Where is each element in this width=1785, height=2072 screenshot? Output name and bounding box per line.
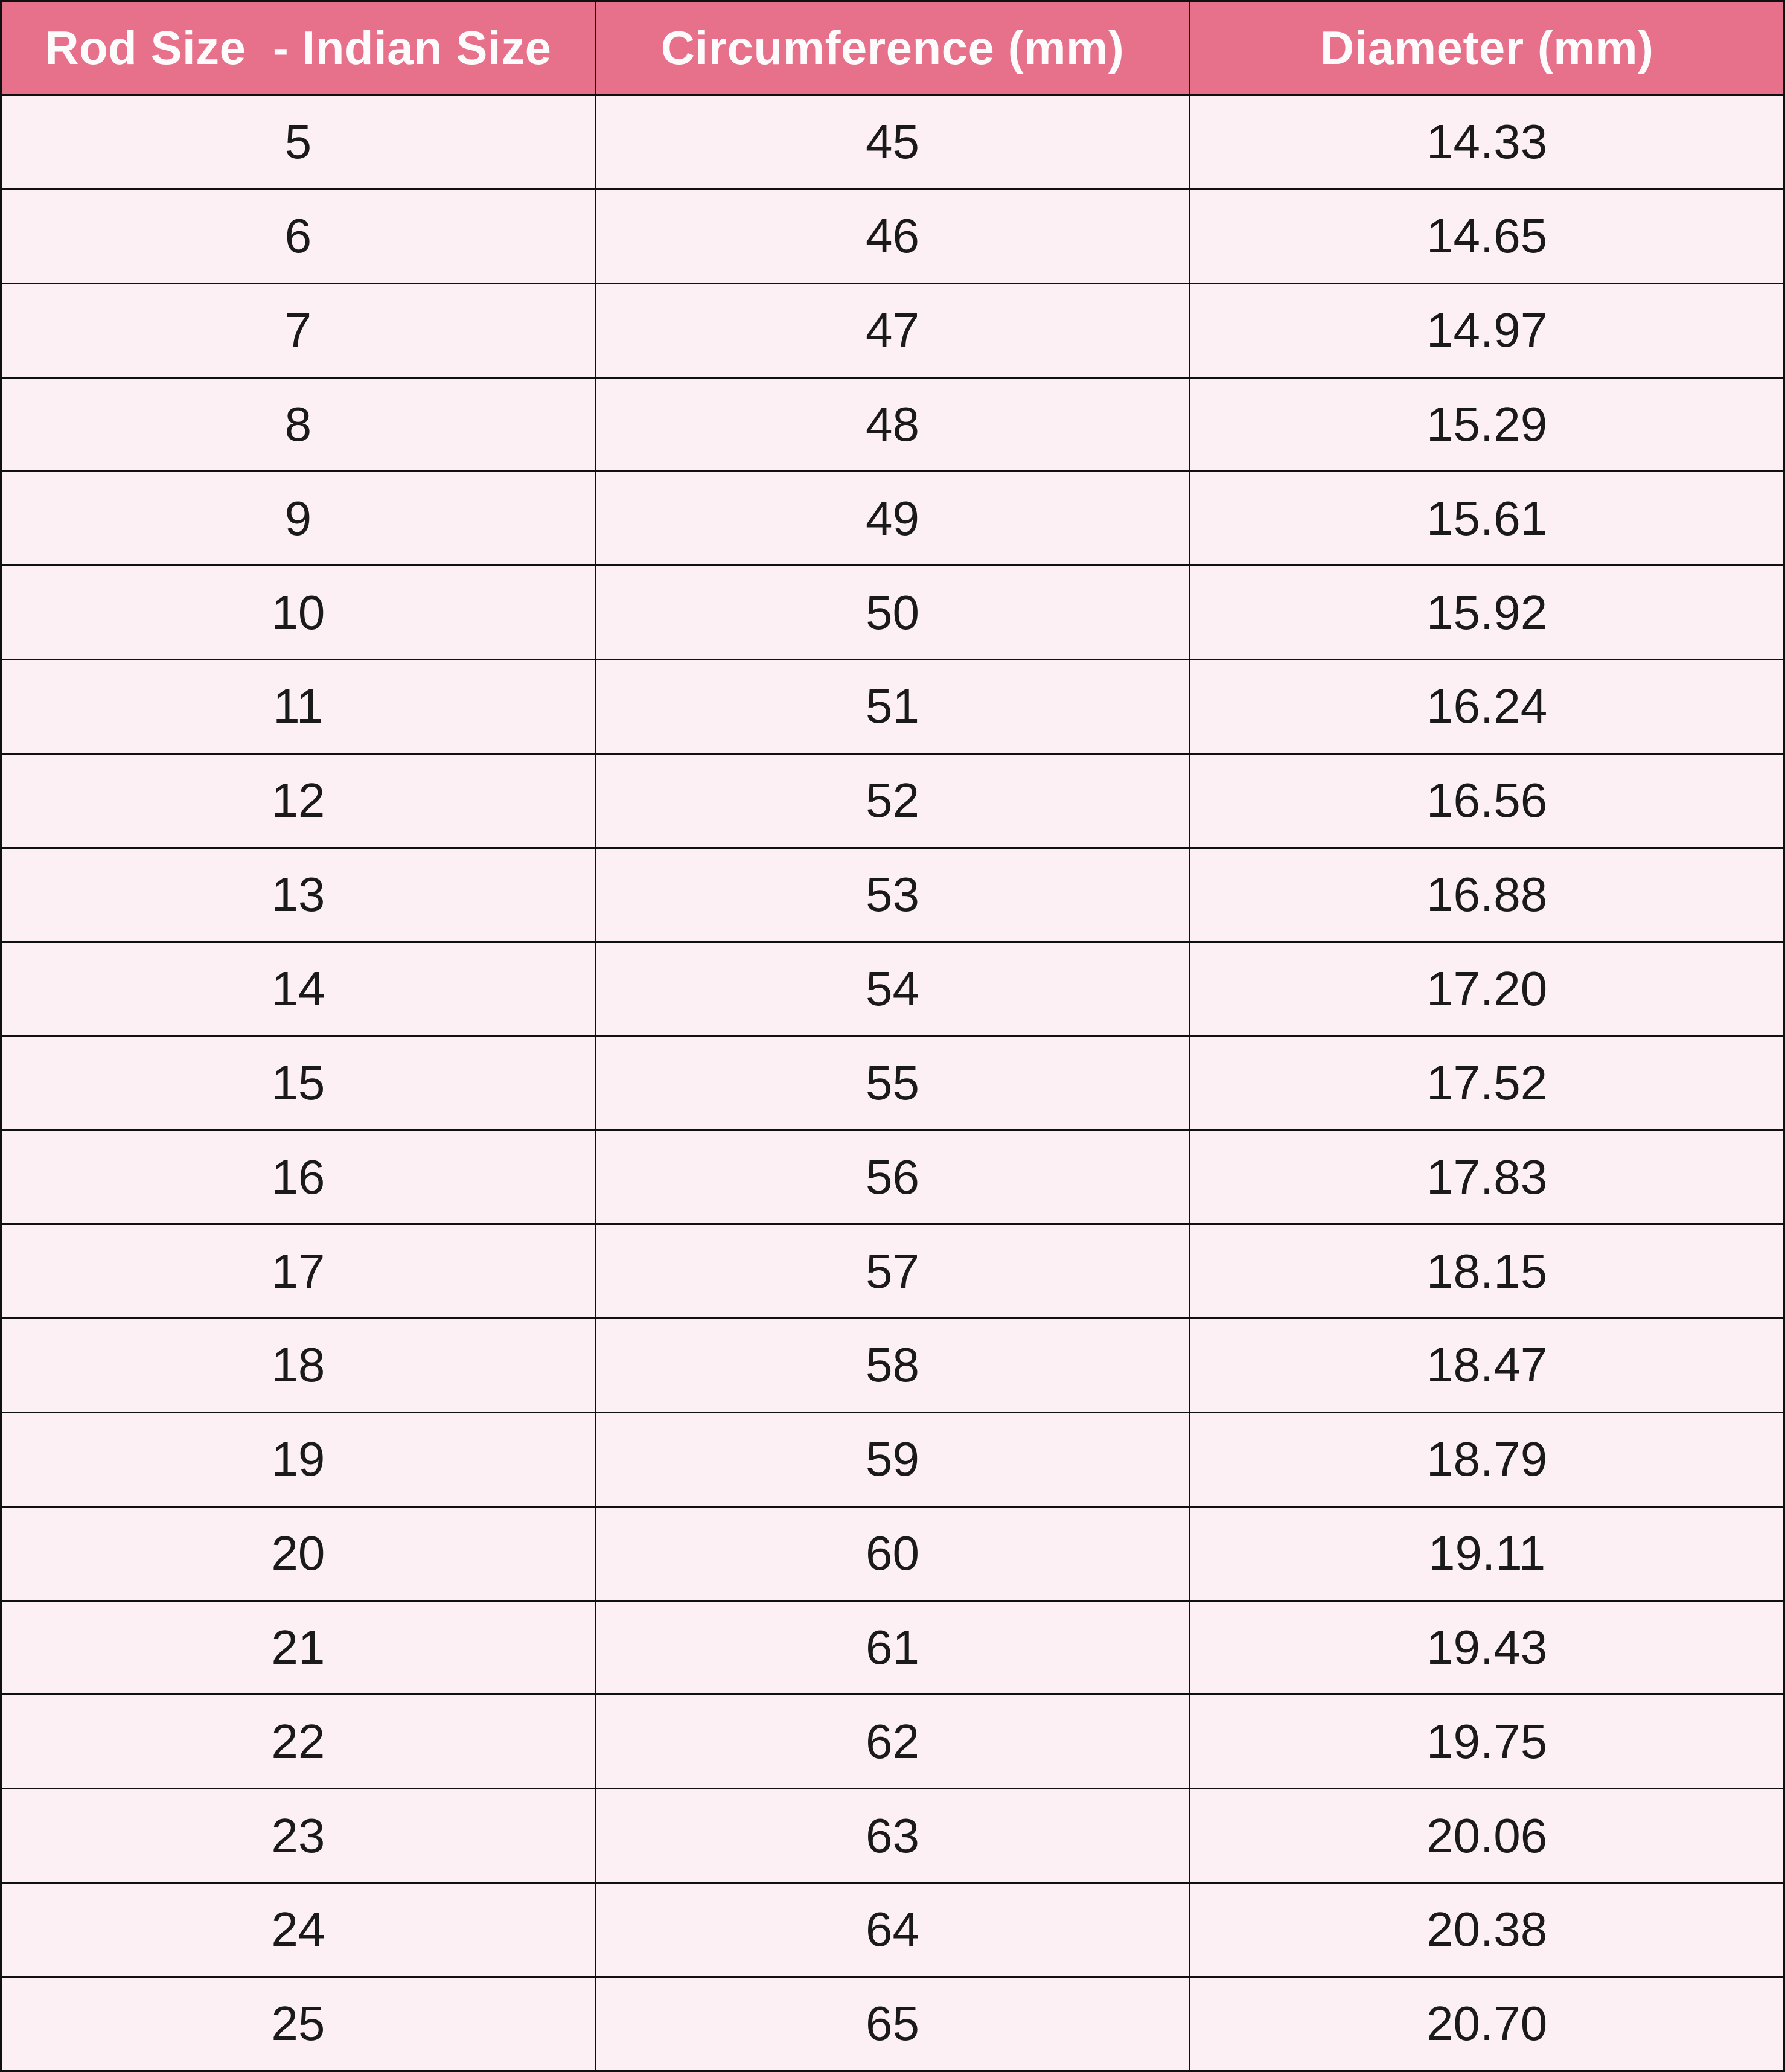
rod-size-cell: 7	[0, 282, 596, 379]
circumference-cell: 65	[594, 1975, 1191, 2072]
circumference-cell: 48	[594, 376, 1191, 473]
diameter-cell: 16.24	[1189, 659, 1785, 755]
circumference-cell: 53	[594, 846, 1191, 943]
diameter-cell: 20.06	[1189, 1788, 1785, 1884]
diameter-cell: 20.70	[1189, 1975, 1785, 2072]
diameter-cell: 14.97	[1189, 282, 1785, 379]
diameter-cell: 17.52	[1189, 1035, 1785, 1131]
table-row: 6 46 14.65	[0, 188, 1785, 284]
table-row: 9 49 15.61	[0, 470, 1785, 567]
diameter-cell: 19.43	[1189, 1599, 1785, 1696]
circumference-cell: 56	[594, 1129, 1191, 1226]
diameter-cell: 18.15	[1189, 1223, 1785, 1319]
table-row: 17 57 18.15	[0, 1223, 1785, 1319]
header-circumference: Circumference (mm)	[594, 0, 1191, 96]
rod-size-cell: 25	[0, 1975, 596, 2072]
circumference-cell: 63	[594, 1788, 1191, 1884]
rod-size-cell: 17	[0, 1223, 596, 1319]
table-row: 23 63 20.06	[0, 1788, 1785, 1884]
table-row: 15 55 17.52	[0, 1035, 1785, 1131]
rod-size-cell: 8	[0, 376, 596, 473]
circumference-cell: 60	[594, 1505, 1191, 1602]
diameter-cell: 18.79	[1189, 1411, 1785, 1508]
rod-size-cell: 21	[0, 1599, 596, 1696]
circumference-cell: 55	[594, 1035, 1191, 1131]
diameter-cell: 15.61	[1189, 470, 1785, 567]
circumference-cell: 57	[594, 1223, 1191, 1319]
rod-size-cell: 14	[0, 941, 596, 1037]
diameter-cell: 14.65	[1189, 188, 1785, 284]
table-row: 10 50 15.92	[0, 564, 1785, 661]
table-row: 20 60 19.11	[0, 1505, 1785, 1602]
circumference-cell: 52	[594, 752, 1191, 849]
rod-size-cell: 22	[0, 1693, 596, 1790]
rod-size-cell: 9	[0, 470, 596, 567]
diameter-cell: 14.33	[1189, 94, 1785, 190]
circumference-cell: 46	[594, 188, 1191, 284]
rod-size-cell: 15	[0, 1035, 596, 1131]
table-row: 14 54 17.20	[0, 941, 1785, 1037]
rod-size-cell: 18	[0, 1317, 596, 1413]
circumference-cell: 54	[594, 941, 1191, 1037]
table-row: 16 56 17.83	[0, 1129, 1785, 1226]
rod-size-cell: 13	[0, 846, 596, 943]
rod-size-cell: 11	[0, 659, 596, 755]
diameter-cell: 20.38	[1189, 1882, 1785, 1978]
rod-size-cell: 20	[0, 1505, 596, 1602]
circumference-cell: 58	[594, 1317, 1191, 1413]
circumference-cell: 51	[594, 659, 1191, 755]
rod-size-cell: 12	[0, 752, 596, 849]
diameter-cell: 16.88	[1189, 846, 1785, 943]
diameter-cell: 17.83	[1189, 1129, 1785, 1226]
table-row: 7 47 14.97	[0, 282, 1785, 379]
circumference-cell: 49	[594, 470, 1191, 567]
diameter-cell: 17.20	[1189, 941, 1785, 1037]
table-row: 24 64 20.38	[0, 1882, 1785, 1978]
rod-size-cell: 24	[0, 1882, 596, 1978]
table-row: 5 45 14.33	[0, 94, 1785, 190]
header-diameter: Diameter (mm)	[1189, 0, 1785, 96]
rod-size-cell: 5	[0, 94, 596, 190]
table-row: 11 51 16.24	[0, 659, 1785, 755]
diameter-cell: 16.56	[1189, 752, 1785, 849]
diameter-cell: 15.92	[1189, 564, 1785, 661]
circumference-cell: 47	[594, 282, 1191, 379]
diameter-cell: 19.11	[1189, 1505, 1785, 1602]
rod-size-cell: 10	[0, 564, 596, 661]
header-row: Rod Size - Indian Size Circumference (mm…	[0, 0, 1785, 96]
rod-size-cell: 23	[0, 1788, 596, 1884]
circumference-cell: 61	[594, 1599, 1191, 1696]
table-header: Rod Size - Indian Size Circumference (mm…	[0, 0, 1785, 96]
diameter-cell: 18.47	[1189, 1317, 1785, 1413]
table-row: 25 65 20.70	[0, 1975, 1785, 2072]
diameter-cell: 15.29	[1189, 376, 1785, 473]
rod-size-cell: 19	[0, 1411, 596, 1508]
diameter-cell: 19.75	[1189, 1693, 1785, 1790]
circumference-cell: 45	[594, 94, 1191, 190]
table-row: 13 53 16.88	[0, 846, 1785, 943]
header-rod-size: Rod Size - Indian Size	[0, 0, 596, 96]
table-row: 19 59 18.79	[0, 1411, 1785, 1508]
circumference-cell: 62	[594, 1693, 1191, 1790]
rod-size-cell: 6	[0, 188, 596, 284]
table-body: 5 45 14.33 6 46 14.65 7 47 14.97 8 48 15.29 9 49 15.61…	[0, 94, 1785, 2072]
table-row: 18 58 18.47	[0, 1317, 1785, 1413]
circumference-cell: 50	[594, 564, 1191, 661]
table-row: 12 52 16.56	[0, 752, 1785, 849]
table-row: 8 48 15.29	[0, 376, 1785, 473]
table-row: 22 62 19.75	[0, 1693, 1785, 1790]
table-row: 21 61 19.43	[0, 1599, 1785, 1696]
circumference-cell: 59	[594, 1411, 1191, 1508]
circumference-cell: 64	[594, 1882, 1191, 1978]
rod-size-cell: 16	[0, 1129, 596, 1226]
